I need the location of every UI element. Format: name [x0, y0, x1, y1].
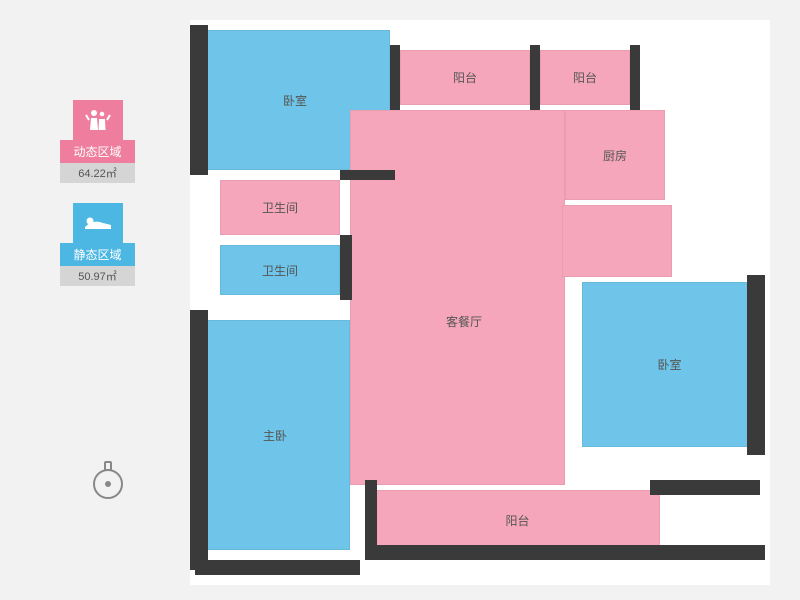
wall-3	[390, 45, 400, 110]
room-label-living: 客餐厅	[446, 313, 482, 330]
room-label-kitchen: 厨房	[603, 147, 627, 164]
room-living: 客餐厅	[350, 110, 565, 485]
legend-static-title: 静态区域	[60, 243, 135, 266]
room-living-ext	[562, 205, 672, 277]
legend-dynamic-value: 64.22㎡	[60, 163, 135, 183]
room-bath-top: 卫生间	[220, 180, 340, 235]
wall-1	[190, 310, 208, 570]
wall-9	[650, 480, 760, 495]
room-bath-bottom: 卫生间	[220, 245, 340, 295]
sleep-icon-svg	[83, 213, 113, 233]
room-label-bath-top: 卫生间	[262, 199, 298, 216]
wall-0	[190, 25, 208, 175]
room-balcony-t2: 阳台	[540, 50, 630, 105]
room-label-master-bedroom: 主卧	[263, 427, 287, 444]
room-balcony-bottom: 阳台	[375, 490, 660, 550]
wall-6	[340, 170, 395, 180]
room-master-bedroom: 主卧	[200, 320, 350, 550]
room-label-bedroom-right: 卧室	[657, 356, 681, 373]
people-icon	[73, 100, 123, 140]
sleep-icon	[73, 203, 123, 243]
wall-7	[340, 235, 352, 300]
floorplan: 卧室阳台阳台厨房卫生间卫生间客餐厅卧室主卧阳台	[190, 20, 770, 585]
compass-icon	[90, 460, 126, 496]
legend-static-value: 50.97㎡	[60, 266, 135, 286]
people-icon-svg	[85, 108, 111, 132]
wall-5	[630, 45, 640, 110]
room-label-balcony-bottom: 阳台	[505, 512, 529, 529]
wall-8	[195, 560, 360, 575]
wall-4	[530, 45, 540, 110]
room-bedroom-right: 卧室	[582, 282, 757, 447]
room-kitchen: 厨房	[565, 110, 665, 200]
legend-static: 静态区域 50.97㎡	[60, 203, 135, 286]
room-label-bath-bottom: 卫生间	[262, 262, 298, 279]
legend-dynamic-title: 动态区域	[60, 140, 135, 163]
room-label-balcony-t1: 阳台	[453, 69, 477, 86]
wall-12	[365, 545, 665, 560]
legend: 动态区域 64.22㎡ 静态区域 50.97㎡	[60, 100, 135, 306]
room-label-bedroom-top: 卧室	[283, 92, 307, 109]
room-balcony-t1: 阳台	[400, 50, 530, 105]
room-label-balcony-t2: 阳台	[573, 69, 597, 86]
wall-2	[747, 275, 765, 455]
wall-10	[650, 545, 765, 560]
legend-dynamic: 动态区域 64.22㎡	[60, 100, 135, 183]
